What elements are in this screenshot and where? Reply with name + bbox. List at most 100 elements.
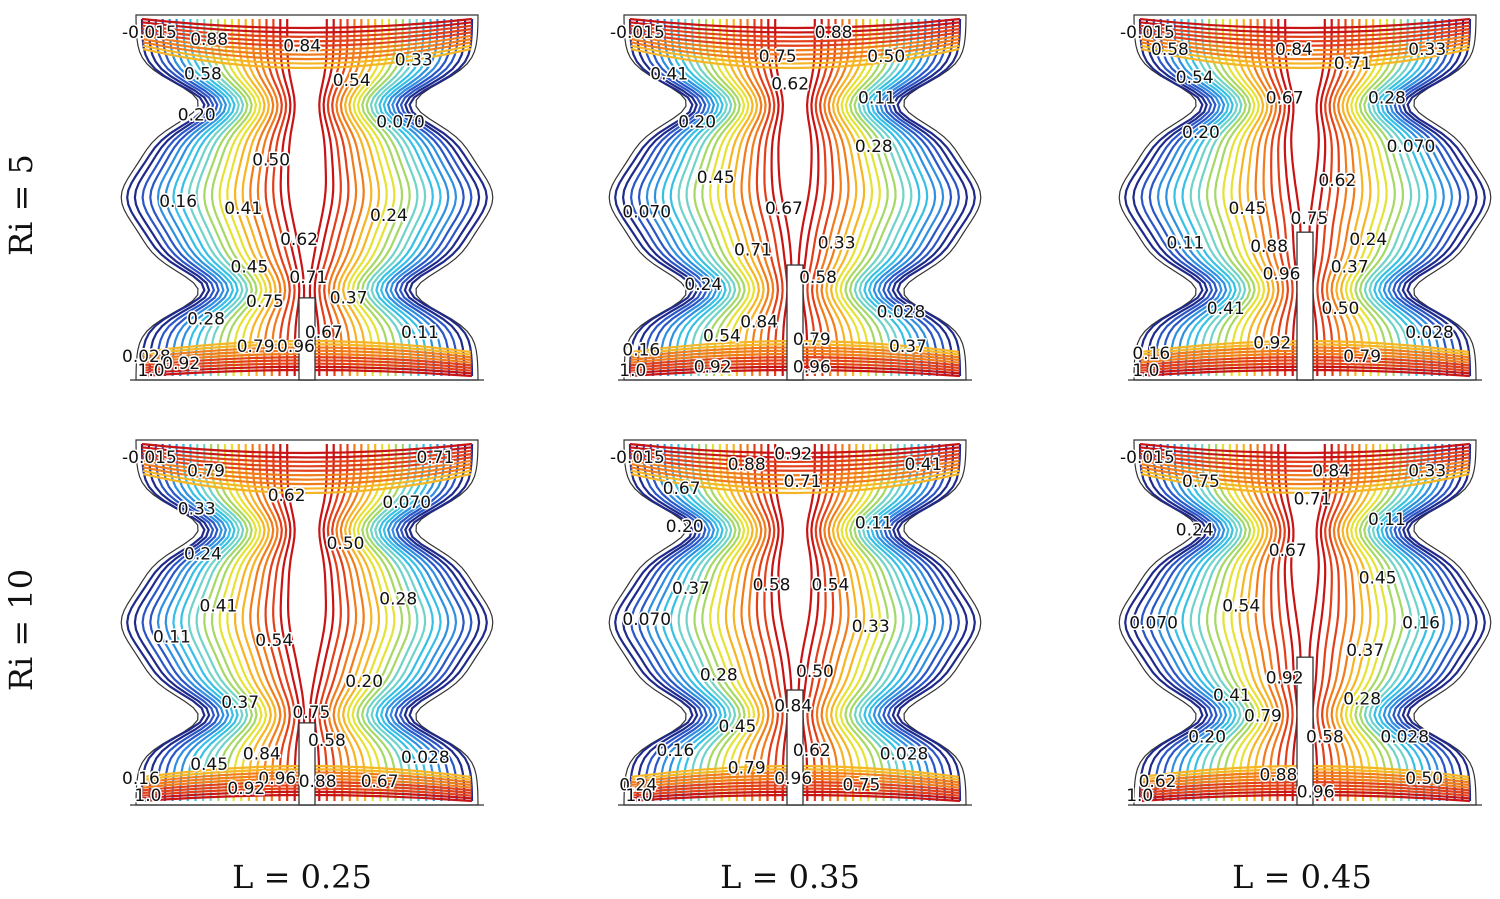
isotherm-line [403,18,481,377]
isotherm-line [195,18,249,377]
isotherm-line [313,444,335,801]
isotherm-line [1335,18,1368,376]
isotherm-line [815,18,844,376]
isotherm-line [141,443,216,801]
isotherm-line [1140,44,1470,65]
isotherm-line [1139,17,1471,30]
isotherm-line [806,444,830,801]
isotherm-line [1205,19,1252,376]
isotherm-line [863,18,921,376]
isotherm-line [630,47,960,70]
isotherm-line [1140,37,1470,56]
isotherm-line [1249,18,1280,376]
isotherm-line [629,446,961,459]
isotherm-line [1140,472,1470,495]
isotherm-line [360,18,411,376]
isotherm-line [398,18,473,376]
isotherm-line [1373,443,1429,801]
row-label-ri5: Ri = 5 [2,154,40,256]
contour-value-label: 0.67 [1266,88,1304,108]
isotherm-line [1140,18,1214,376]
isotherm-line [341,19,380,376]
isotherm-line [1349,444,1389,802]
isotherm-line [142,472,472,495]
contour-value-label: 0.88 [728,455,766,475]
contour-value-label: 1.0 [1126,786,1153,806]
isotherm-line [142,466,472,486]
contour-value-label: -0.015 [122,23,177,43]
isotherm-line [1325,19,1354,376]
isotherm-line [839,19,881,377]
isotherm-line [142,44,472,65]
isotherm-line [1235,19,1271,376]
contour-value-label: 0.20 [345,672,383,692]
contour-value-label: 0.75 [246,292,284,312]
isotherm-line [403,443,481,802]
contour-value-label: 0.92 [774,444,812,464]
contour-value-label: 0.84 [774,696,812,716]
contour-value-label: 0.67 [663,479,701,499]
contour-value-label: 0.028 [122,347,171,367]
isotherm-line [142,469,472,490]
contour-value-label: 0.070 [376,113,425,133]
isotherm-line [621,443,699,802]
isotherm-line [327,443,358,801]
isotherm-line [701,444,746,801]
isotherm-line [867,19,929,377]
isotherm-line [142,47,472,70]
contour-panel: -0.015 0.84 0.33 0.75 0.71 0.11 0.24 0.67 0.45 0.… [1119,439,1492,808]
isotherm-line [877,444,945,801]
isotherm-line [1140,31,1470,47]
isotherm-line [848,18,897,376]
contour-value-label: 0.67 [1269,541,1307,561]
isotherm-line [351,19,396,377]
isotherm-line [614,443,694,802]
contour-value-label: 0.070 [382,493,431,513]
isotherm-line [375,443,434,801]
isotherm-line [272,19,296,376]
contour-value-label: 0.33 [395,51,433,71]
contour-value-label: 0.20 [178,106,216,126]
isotherm-line [1214,19,1256,376]
isotherm-line [142,24,472,38]
contour-value-label: -0.015 [1120,448,1175,468]
isotherm-line [825,444,858,801]
isotherm-line [1335,443,1368,801]
isotherm-line [365,443,419,802]
isotherm-line [709,444,751,802]
contour-value-label: 0.54 [333,71,371,91]
contour-value-label: 0.75 [1291,209,1329,229]
isotherm-line [1221,444,1261,802]
isotherm-line [1392,443,1462,802]
isotherm-line [313,19,335,376]
isotherm-line [323,444,350,801]
contour-value-label: 0.33 [818,233,856,253]
contour-value-label: 0.50 [1322,299,1360,319]
isotherm-line [1325,444,1354,801]
isotherm-line [1316,19,1340,376]
isotherm-line [732,444,765,801]
contour-value-label: 0.37 [889,337,927,357]
isotherm-line [1339,19,1375,376]
contour-value-label: 0.62 [1318,171,1356,191]
col-label-l045: L = 0.45 [1232,858,1372,896]
isotherm-line [630,44,960,65]
contour-value-label: 0.50 [1405,769,1443,789]
isotherm-line [844,444,889,801]
isotherm-line [1132,18,1209,377]
contour-value-label: 0.58 [308,731,346,751]
isotherm-line [693,443,742,801]
isotherm-line [746,18,775,376]
isotherm-line [1344,444,1382,801]
isotherm-line [1132,443,1209,802]
contour-value-label: -0.015 [610,23,665,43]
isotherm-line [1392,18,1462,377]
contour-value-label: 1.0 [619,361,646,381]
isotherm-line [351,444,396,802]
isotherm-line [1140,456,1470,472]
contour-value-label: 0.50 [327,534,365,554]
isotherm-line [156,19,225,376]
isotherm-line [149,18,220,377]
isotherm-line [1140,449,1470,463]
